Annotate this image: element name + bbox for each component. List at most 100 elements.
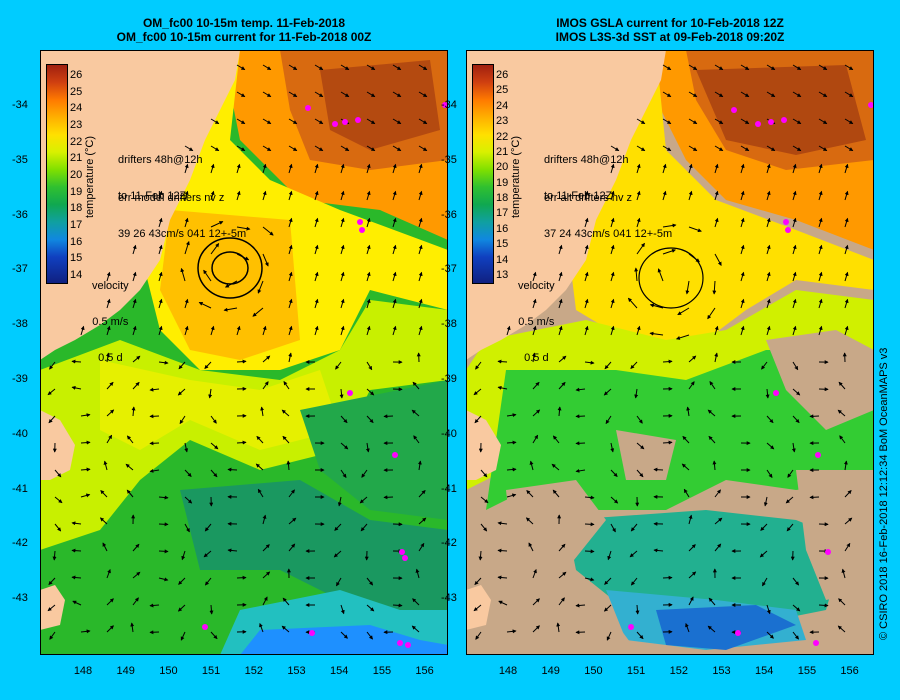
current-vector — [106, 325, 111, 336]
current-vector — [418, 217, 423, 228]
current-vector — [838, 598, 846, 606]
current-vector — [662, 223, 677, 228]
current-vector — [259, 622, 264, 633]
current-vector — [132, 325, 137, 336]
current-vector — [288, 543, 296, 552]
current-vector — [366, 163, 371, 174]
current-vector — [314, 298, 319, 309]
current-vector — [184, 240, 190, 255]
current-vector — [106, 271, 111, 282]
current-vector — [792, 361, 799, 371]
current-vector — [224, 280, 238, 288]
current-vector — [288, 325, 293, 336]
right-colorbar — [472, 64, 494, 284]
current-vector — [366, 118, 376, 125]
right-colorbar-title: temperature (°C) — [510, 135, 522, 218]
right-colorbar-tick: 19 — [496, 176, 509, 189]
left-colorbar-tick: 23 — [70, 119, 83, 131]
current-vector — [712, 460, 717, 471]
current-vector — [132, 597, 139, 606]
current-vector — [314, 217, 319, 228]
current-vector — [203, 550, 212, 558]
current-vector — [106, 625, 114, 633]
current-vector — [707, 625, 716, 633]
current-vector — [418, 64, 428, 71]
right-colorbar-tick: 13 — [496, 269, 509, 281]
current-vector — [366, 415, 374, 424]
current-vector — [636, 442, 645, 450]
current-vector — [54, 523, 62, 532]
current-vector — [177, 604, 186, 612]
current-vector — [506, 413, 517, 418]
right-colorbar-tick: 16 — [496, 222, 509, 235]
current-vector — [818, 163, 823, 174]
current-vector — [262, 64, 272, 71]
left-colorbar-tick: 16 — [70, 235, 83, 248]
current-vector — [418, 145, 428, 152]
current-vector — [361, 469, 368, 478]
current-vector — [366, 604, 375, 612]
current-vector — [106, 568, 111, 579]
current-vector — [52, 550, 57, 561]
left-colorbar-tick: 24 — [70, 102, 83, 115]
left-lat-label: -36 — [12, 208, 28, 221]
current-vector — [740, 118, 750, 125]
left-colorbar-tick: 26 — [70, 69, 83, 81]
current-vector — [558, 355, 567, 363]
right-err-values-text: 37 24 43cm/s 041 12+-5m — [544, 228, 673, 240]
current-vector — [649, 303, 664, 309]
right-velocity-legend: velocity 0.5 m/s 0.5 d — [518, 256, 555, 376]
current-vector — [130, 622, 135, 633]
current-vector — [314, 163, 319, 174]
current-vector — [766, 217, 771, 228]
current-vector — [288, 190, 293, 201]
current-vector — [314, 145, 324, 152]
current-vector — [262, 325, 267, 336]
current-vector — [54, 469, 62, 478]
current-vector — [688, 64, 698, 71]
current-vector — [714, 145, 724, 152]
current-vector — [634, 388, 639, 399]
current-vector — [532, 434, 539, 444]
current-vector — [288, 489, 295, 498]
right-colorbar-tick: 25 — [496, 84, 509, 97]
current-vector — [584, 217, 589, 228]
right-lat-label: -37 — [441, 263, 457, 276]
current-vector — [366, 190, 371, 201]
current-vector — [366, 271, 371, 282]
current-vector — [227, 467, 238, 472]
current-vector — [418, 244, 423, 255]
current-vector — [158, 298, 163, 309]
current-vector — [766, 190, 771, 201]
current-vector — [740, 325, 745, 336]
current-vector — [584, 360, 595, 365]
left-drifters-to-text: to 11-Feb 12Z — [118, 190, 187, 202]
current-vector — [688, 226, 702, 233]
current-vector — [636, 325, 641, 336]
current-vector — [366, 91, 376, 98]
current-vector — [288, 163, 293, 174]
current-vector — [252, 307, 264, 317]
current-vector — [340, 163, 345, 174]
current-vector — [210, 631, 218, 640]
current-vector — [340, 145, 350, 152]
current-vector — [636, 163, 641, 174]
current-vector — [792, 271, 797, 282]
current-vector — [532, 298, 537, 309]
right-colorbar-tick: 24 — [496, 99, 509, 112]
current-vector — [340, 604, 345, 615]
current-vector — [818, 190, 823, 201]
current-vector — [334, 523, 342, 531]
current-vector — [688, 355, 697, 363]
current-vector — [610, 298, 615, 309]
current-vector — [288, 271, 293, 282]
current-vector — [411, 625, 420, 633]
current-vector — [203, 269, 212, 282]
current-vector — [714, 253, 722, 266]
current-vector — [340, 442, 349, 450]
current-vector — [149, 387, 160, 392]
current-vector — [686, 406, 691, 417]
current-vector — [412, 598, 420, 606]
left-lat-label: -34 — [12, 99, 28, 111]
current-vector — [688, 145, 698, 152]
